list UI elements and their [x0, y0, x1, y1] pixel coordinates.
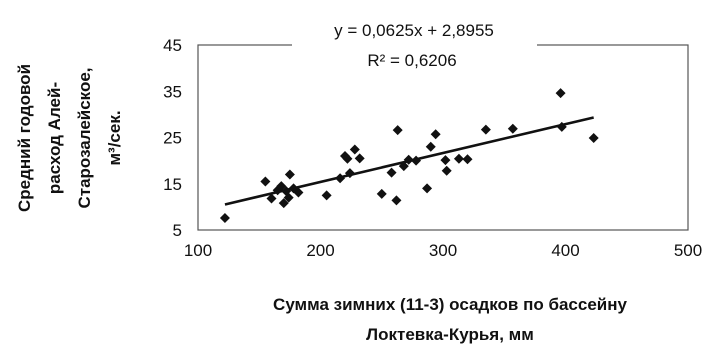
data-point [284, 169, 295, 180]
data-point [278, 198, 289, 209]
data-point [440, 155, 451, 166]
data-point [425, 141, 436, 152]
x-tick-label: 100 [184, 241, 212, 260]
y-axis-title-line-2: расход Алей- [45, 82, 64, 194]
y-axis-title-line-4: м³/сек. [105, 110, 124, 165]
x-axis-title-line-1: Сумма зимних (11-3) осадков по бассейну [273, 295, 627, 314]
data-point [441, 165, 452, 176]
data-point [555, 88, 566, 99]
y-tick-label: 15 [163, 175, 182, 194]
data-point [283, 192, 294, 203]
y-tick-label: 35 [163, 82, 182, 101]
data-point [507, 123, 518, 134]
data-point [430, 129, 441, 140]
x-tick-label: 200 [306, 241, 334, 260]
x-axis-tick-labels: 100 200 300 400 500 [184, 241, 702, 260]
data-point [266, 193, 277, 204]
y-axis-title-line-1: Средний годовой [15, 64, 34, 212]
data-point [480, 124, 491, 135]
data-point [453, 153, 464, 164]
data-point [344, 168, 355, 179]
x-tick-label: 300 [429, 241, 457, 260]
data-point [354, 153, 365, 164]
data-point [342, 153, 353, 164]
x-tick-label: 400 [551, 241, 579, 260]
data-point [260, 176, 271, 187]
r-squared-label: R² = 0,6206 [367, 51, 456, 70]
data-point [403, 154, 414, 165]
data-point [391, 195, 402, 206]
data-point [411, 155, 422, 166]
x-axis-title-line-2: Локтевка-Курья, мм [366, 325, 534, 344]
data-point [422, 183, 433, 194]
regression-equation: y = 0,0625x + 2,8955 [334, 21, 494, 40]
equation-box [292, 16, 537, 76]
y-axis-tick-labels: 5 15 25 35 45 [163, 36, 182, 240]
data-points [219, 88, 599, 223]
data-point [392, 125, 403, 136]
data-point [293, 187, 304, 198]
data-point [349, 144, 360, 155]
y-tick-label: 25 [163, 129, 182, 148]
data-point [588, 132, 599, 143]
data-point [335, 173, 346, 184]
data-point [556, 121, 567, 132]
data-point [386, 167, 397, 178]
y-axis-title-line-3: Старозалейское, [75, 67, 94, 208]
data-point [398, 161, 409, 172]
data-point [462, 154, 473, 165]
y-axis-title: Средний годовой расход Алей- Старозалейс… [15, 64, 124, 212]
data-point [321, 190, 332, 201]
data-point [376, 188, 387, 199]
data-point [219, 212, 230, 223]
y-tick-label: 5 [173, 221, 182, 240]
x-tick-label: 500 [674, 241, 702, 260]
y-tick-label: 45 [163, 36, 182, 55]
